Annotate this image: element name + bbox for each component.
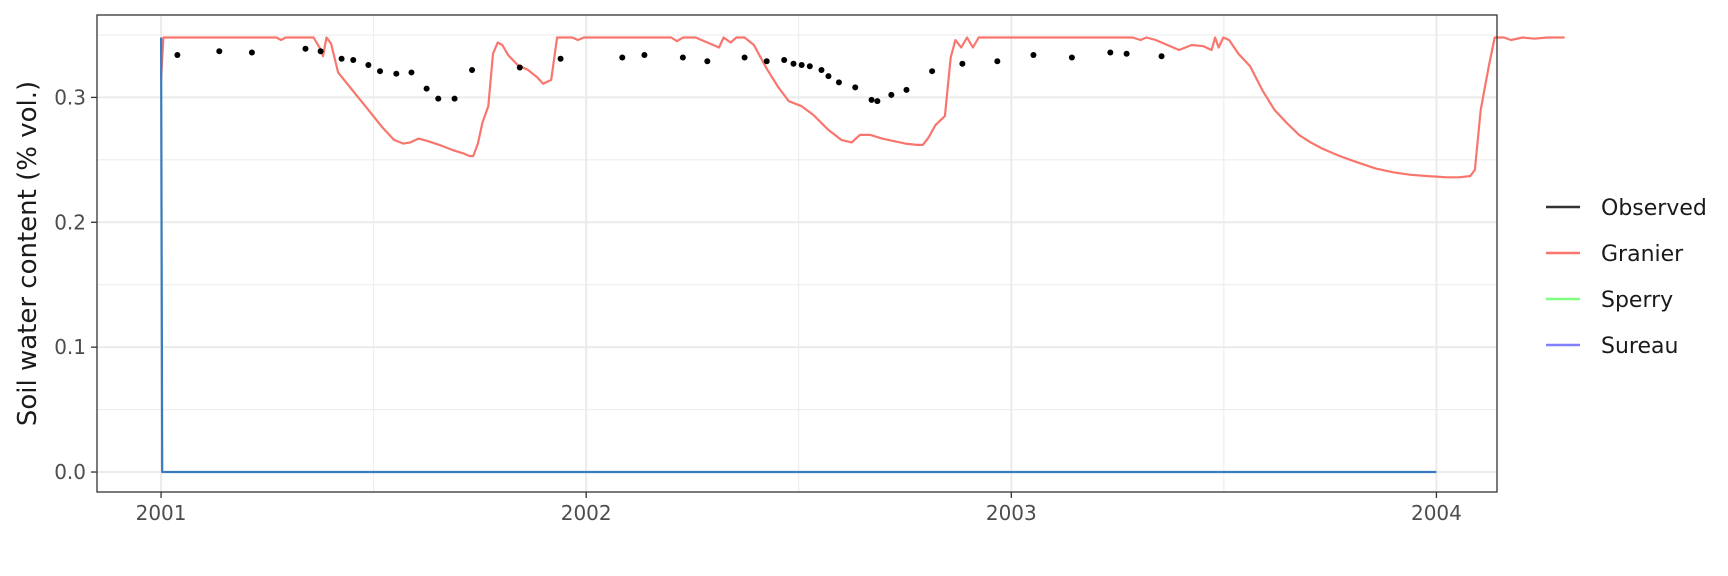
y-tick-label: 0.3 bbox=[54, 85, 86, 109]
observed-point bbox=[393, 70, 400, 77]
observed-point bbox=[994, 58, 1001, 65]
observed-point bbox=[317, 48, 324, 55]
plot-panel bbox=[97, 15, 1497, 492]
observed-point bbox=[469, 66, 476, 73]
y-tick-label: 0.2 bbox=[54, 210, 86, 234]
observed-point bbox=[741, 54, 748, 61]
observed-point bbox=[781, 56, 788, 63]
observed-point bbox=[338, 55, 345, 62]
legend-label-granier: Granier bbox=[1601, 242, 1684, 267]
observed-point bbox=[888, 91, 895, 98]
y-axis: 0.0 0.1 0.2 0.3 bbox=[54, 85, 97, 484]
observed-point bbox=[216, 48, 223, 55]
observed-point bbox=[679, 54, 686, 61]
series-layer bbox=[160, 36, 1565, 474]
observed-point bbox=[451, 95, 458, 102]
observed-point bbox=[929, 68, 936, 75]
legend-label-sperry: Sperry bbox=[1601, 288, 1673, 313]
x-tick-label: 2003 bbox=[986, 501, 1037, 525]
observed-point bbox=[959, 60, 966, 67]
observed-point bbox=[1123, 50, 1130, 57]
observed-point bbox=[1068, 54, 1075, 61]
observed-point bbox=[174, 51, 181, 58]
observed-point bbox=[557, 55, 564, 62]
observed-point bbox=[704, 58, 711, 65]
observed-point bbox=[818, 66, 825, 73]
observed-point bbox=[377, 68, 384, 75]
observed-point bbox=[408, 69, 415, 76]
legend-label-observed: Observed bbox=[1601, 196, 1707, 221]
observed-point bbox=[423, 85, 430, 92]
observed-point bbox=[790, 60, 797, 67]
observed-point bbox=[516, 64, 523, 71]
observed-point bbox=[350, 56, 357, 63]
observed-point bbox=[248, 49, 255, 56]
observed-point bbox=[365, 61, 372, 68]
observed-point bbox=[806, 63, 813, 70]
observed-point bbox=[874, 98, 881, 105]
observed-point bbox=[825, 73, 832, 80]
observed-point bbox=[903, 86, 910, 93]
x-tick-label: 2004 bbox=[1411, 501, 1462, 525]
observed-point bbox=[763, 58, 770, 65]
observed-point bbox=[1030, 51, 1037, 58]
observed-point bbox=[1107, 49, 1114, 56]
observed-point bbox=[641, 51, 648, 58]
observed-point bbox=[619, 54, 626, 61]
y-axis-title: Soil water content (% vol.) bbox=[13, 81, 43, 426]
x-axis: 2001 2002 2003 2004 bbox=[136, 492, 1462, 525]
minor-gridlines bbox=[97, 15, 1497, 492]
observed-point bbox=[798, 61, 805, 68]
observed-point bbox=[835, 79, 842, 86]
y-tick-label: 0.1 bbox=[54, 335, 86, 359]
observed-point bbox=[868, 96, 875, 103]
observed-point bbox=[1158, 53, 1165, 60]
plot-border bbox=[96, 14, 1498, 493]
legend: Observed Granier Sperry Sureau bbox=[1546, 196, 1707, 359]
x-tick-label: 2001 bbox=[136, 501, 187, 525]
observed-point bbox=[435, 95, 442, 102]
y-tick-label: 0.0 bbox=[54, 460, 86, 484]
observed-point bbox=[302, 45, 309, 52]
granier-line bbox=[160, 36, 1565, 179]
observed-point bbox=[852, 84, 859, 91]
x-tick-label: 2002 bbox=[561, 501, 612, 525]
sureau-line bbox=[160, 37, 1437, 474]
legend-label-sureau: Sureau bbox=[1601, 334, 1678, 359]
